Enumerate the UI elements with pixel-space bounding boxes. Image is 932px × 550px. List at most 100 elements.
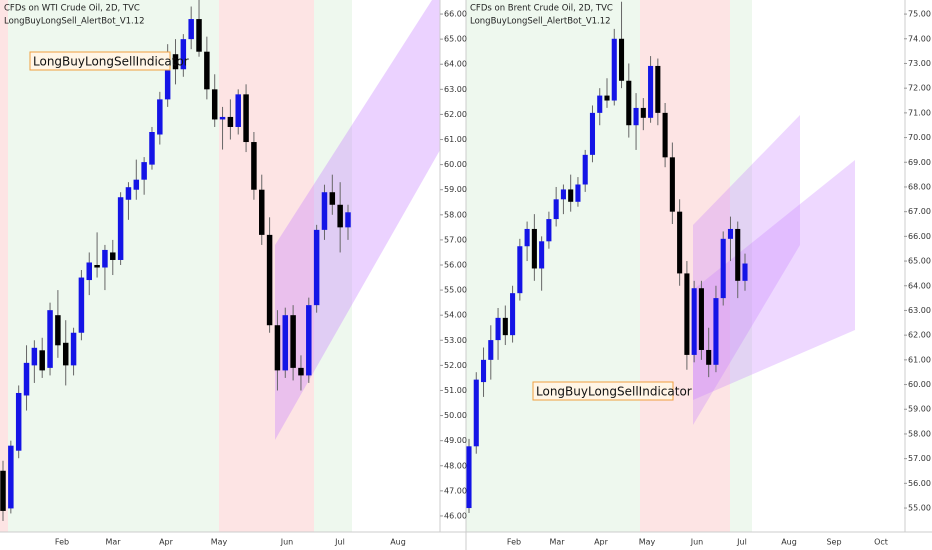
candle-body bbox=[298, 367, 304, 376]
candle-body bbox=[466, 446, 472, 509]
candle-body bbox=[488, 340, 494, 360]
y-tick-label: 65.00 bbox=[444, 35, 467, 44]
annotation: LongBuyLongSellIndicator bbox=[33, 55, 189, 69]
channel bbox=[693, 160, 855, 400]
candle-body bbox=[480, 359, 487, 383]
y-tick-label: 54.00 bbox=[444, 311, 467, 320]
candle-body bbox=[510, 293, 516, 336]
candle-body bbox=[553, 199, 559, 220]
candle-body bbox=[313, 229, 320, 306]
candle-body bbox=[86, 262, 92, 281]
label-box bbox=[532, 381, 674, 401]
candle-body bbox=[78, 277, 85, 333]
candle-body bbox=[546, 219, 552, 242]
y-tick-label: 55.00 bbox=[908, 504, 931, 513]
y-tick-label: 69.00 bbox=[908, 158, 931, 167]
candle-body bbox=[329, 192, 336, 205]
y-tick-label: 58.00 bbox=[444, 210, 467, 219]
y-tick-label: 60.00 bbox=[908, 380, 931, 389]
candle-body bbox=[39, 350, 45, 371]
y-tick-label: 57.00 bbox=[444, 235, 467, 244]
y-tick-label: 55.00 bbox=[444, 286, 467, 295]
zone bbox=[730, 0, 752, 532]
zone bbox=[466, 0, 640, 532]
candle-body bbox=[117, 197, 124, 260]
y-tick-label: 61.00 bbox=[444, 135, 467, 144]
x-tick-label: Oct bbox=[874, 538, 888, 547]
indicator-name: LongBuyLongSell_AlertBot_V1.12 bbox=[470, 17, 611, 27]
y-tick-label: 70.00 bbox=[908, 133, 931, 142]
candle-body bbox=[713, 298, 719, 365]
y-tick-label: 61.00 bbox=[908, 355, 931, 364]
candle-body bbox=[618, 38, 625, 81]
y-tick-label: 46.00 bbox=[444, 511, 467, 520]
y-tick-label: 59.00 bbox=[908, 405, 931, 414]
candle-body bbox=[235, 94, 241, 127]
y-tick-label: 51.00 bbox=[444, 386, 467, 395]
y-tick-label: 66.00 bbox=[444, 10, 467, 19]
y-tick-label: 72.00 bbox=[908, 84, 931, 93]
y-tick-label: 63.00 bbox=[908, 306, 931, 315]
candle-body bbox=[219, 116, 226, 120]
candle-body bbox=[648, 65, 654, 118]
y-tick-label: 59.00 bbox=[444, 185, 467, 194]
candle-body bbox=[495, 317, 501, 341]
candle-body bbox=[582, 154, 588, 185]
y-tick-label: 60.00 bbox=[444, 160, 467, 169]
candle-body bbox=[172, 54, 179, 70]
candle-body bbox=[669, 157, 675, 212]
candle-body bbox=[597, 95, 603, 113]
y-tick-label: 56.00 bbox=[908, 479, 931, 488]
y-tick-label: 65.00 bbox=[908, 257, 931, 266]
y-tick-label: 64.00 bbox=[908, 281, 931, 290]
indicator-name: LongBuyLongSell_AlertBot_V1.12 bbox=[4, 17, 145, 27]
candle-body bbox=[727, 228, 734, 239]
candle-body bbox=[102, 249, 108, 268]
x-tick-label: May bbox=[639, 538, 656, 547]
x-tick-label: May bbox=[211, 538, 228, 547]
x-tick-label: Jul bbox=[334, 538, 345, 547]
candle-body bbox=[62, 342, 69, 366]
candle-body bbox=[626, 80, 632, 126]
x-tick-label: Mar bbox=[105, 538, 121, 547]
y-tick-label: 71.00 bbox=[908, 108, 931, 117]
candle-body bbox=[531, 228, 537, 269]
y-tick-label: 66.00 bbox=[908, 232, 931, 241]
candle-body bbox=[23, 362, 30, 396]
y-tick-label: 57.00 bbox=[908, 454, 931, 463]
channel bbox=[275, 0, 440, 440]
candle-body bbox=[321, 192, 328, 230]
candle-body bbox=[473, 379, 479, 447]
zone bbox=[219, 0, 314, 532]
candle-body bbox=[164, 51, 171, 100]
y-tick-label: 68.00 bbox=[908, 182, 931, 191]
candle-body bbox=[157, 99, 163, 135]
y-tick-label: 73.00 bbox=[908, 59, 931, 68]
x-tick-label: Jul bbox=[736, 538, 747, 547]
candle-body bbox=[720, 238, 726, 299]
candle-body bbox=[691, 288, 697, 355]
y-tick-label: 52.00 bbox=[444, 361, 467, 370]
candle-body bbox=[677, 211, 683, 274]
candle-body bbox=[560, 189, 566, 200]
y-tick-label: 58.00 bbox=[908, 429, 931, 438]
candle-body bbox=[337, 204, 343, 228]
x-tick-label: Apr bbox=[159, 538, 174, 547]
candle-body bbox=[211, 89, 218, 120]
candle-body bbox=[8, 445, 14, 509]
candle-body bbox=[204, 51, 210, 90]
candle-body bbox=[633, 107, 639, 126]
x-tick-label: Sep bbox=[826, 538, 841, 547]
candle-body bbox=[274, 325, 281, 371]
label-box bbox=[29, 51, 171, 71]
y-tick-label: 64.00 bbox=[444, 60, 467, 69]
annotation: LongBuyLongSellIndicator bbox=[536, 385, 692, 399]
candle-body bbox=[0, 470, 6, 511]
candle-body bbox=[282, 315, 289, 371]
y-tick-label: 56.00 bbox=[444, 260, 467, 269]
candle-body bbox=[125, 187, 132, 200]
candle-body bbox=[575, 184, 581, 202]
candle-body bbox=[149, 131, 155, 165]
candle-body bbox=[684, 273, 690, 355]
